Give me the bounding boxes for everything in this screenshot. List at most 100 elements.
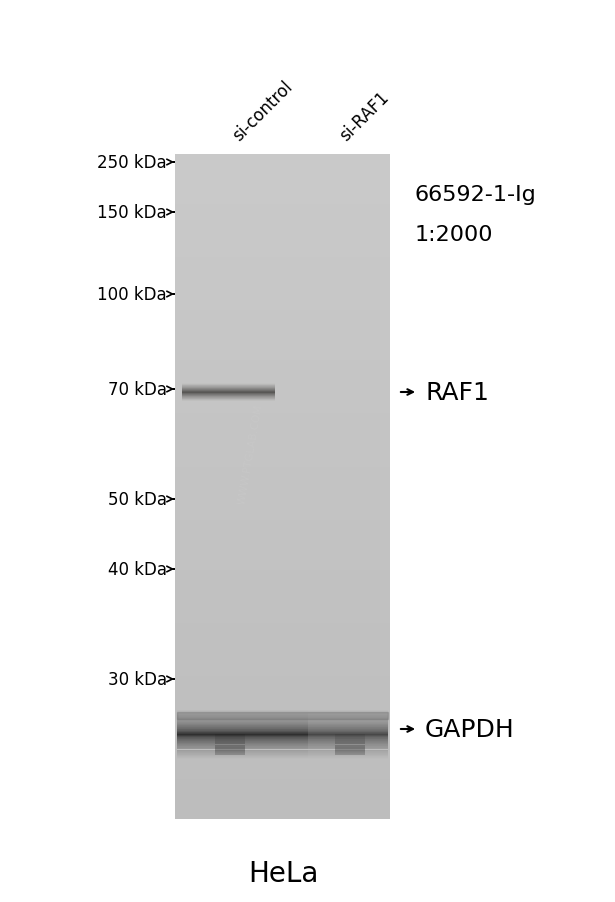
Bar bbox=[175, 384, 390, 388]
Bar bbox=[335, 750, 365, 751]
Bar bbox=[175, 314, 390, 318]
Bar bbox=[175, 301, 390, 305]
Bar bbox=[175, 228, 390, 232]
Bar bbox=[175, 414, 390, 418]
Bar bbox=[175, 730, 390, 733]
Bar bbox=[175, 404, 390, 408]
Bar bbox=[175, 783, 390, 787]
Text: 40 kDa: 40 kDa bbox=[108, 560, 167, 578]
Bar bbox=[175, 713, 390, 716]
Bar bbox=[175, 603, 390, 607]
Bar bbox=[175, 759, 390, 763]
Bar bbox=[175, 657, 390, 660]
Bar bbox=[175, 590, 390, 594]
Bar bbox=[175, 284, 390, 288]
Bar bbox=[175, 630, 390, 633]
Bar bbox=[215, 752, 245, 753]
Bar bbox=[175, 201, 390, 205]
Bar bbox=[175, 258, 390, 262]
Bar bbox=[175, 321, 390, 325]
Bar bbox=[175, 440, 390, 445]
Bar bbox=[175, 288, 390, 291]
Bar bbox=[175, 454, 390, 457]
Bar bbox=[175, 407, 390, 411]
Bar bbox=[175, 600, 390, 603]
Bar bbox=[175, 268, 390, 272]
Bar bbox=[175, 294, 390, 299]
Bar bbox=[335, 736, 365, 737]
Bar bbox=[175, 805, 390, 810]
Bar bbox=[175, 304, 390, 308]
Bar bbox=[175, 796, 390, 800]
Bar bbox=[175, 254, 390, 258]
Bar bbox=[175, 710, 390, 713]
Bar bbox=[175, 686, 390, 690]
Bar bbox=[175, 238, 390, 242]
Bar bbox=[175, 181, 390, 185]
Bar bbox=[175, 574, 390, 577]
Text: 150 kDa: 150 kDa bbox=[97, 204, 167, 222]
Bar bbox=[215, 740, 245, 741]
Bar bbox=[215, 746, 245, 747]
Bar bbox=[175, 673, 390, 676]
Bar bbox=[335, 735, 365, 736]
Text: WWW.PTGLAB.COM: WWW.PTGLAB.COM bbox=[237, 403, 264, 504]
Bar bbox=[175, 410, 390, 414]
Bar bbox=[175, 570, 390, 574]
Bar bbox=[175, 474, 390, 477]
Bar bbox=[335, 743, 365, 745]
Bar bbox=[175, 720, 390, 723]
Bar bbox=[175, 225, 390, 228]
Bar bbox=[175, 261, 390, 265]
Bar bbox=[175, 434, 390, 437]
Bar bbox=[175, 610, 390, 613]
Text: 66592-1-Ig: 66592-1-Ig bbox=[415, 185, 537, 205]
Bar bbox=[175, 580, 390, 584]
Bar bbox=[215, 751, 245, 752]
Bar bbox=[175, 523, 390, 528]
Bar bbox=[175, 371, 390, 374]
Bar bbox=[175, 308, 390, 311]
Bar bbox=[175, 530, 390, 534]
Bar bbox=[175, 211, 390, 215]
Bar bbox=[335, 740, 365, 741]
Bar bbox=[175, 195, 390, 198]
Bar bbox=[335, 737, 365, 739]
Bar bbox=[175, 756, 390, 759]
Bar bbox=[175, 354, 390, 358]
Bar bbox=[175, 298, 390, 301]
Bar bbox=[175, 467, 390, 471]
Bar bbox=[175, 188, 390, 192]
Bar bbox=[175, 165, 390, 169]
Bar bbox=[175, 659, 390, 664]
Bar bbox=[175, 740, 390, 743]
Bar bbox=[175, 334, 390, 338]
Bar bbox=[175, 497, 390, 501]
Bar bbox=[215, 741, 245, 742]
Bar bbox=[175, 347, 390, 351]
Bar bbox=[335, 741, 365, 742]
Bar bbox=[175, 171, 390, 175]
Bar bbox=[215, 748, 245, 749]
Bar bbox=[175, 786, 390, 789]
Bar bbox=[175, 387, 390, 391]
Bar bbox=[175, 689, 390, 694]
Bar bbox=[215, 743, 245, 745]
Bar bbox=[175, 357, 390, 361]
Bar bbox=[175, 813, 390, 816]
Bar bbox=[175, 594, 390, 597]
Bar bbox=[175, 576, 390, 581]
Bar bbox=[175, 564, 390, 567]
Bar bbox=[175, 477, 390, 481]
Bar bbox=[175, 773, 390, 777]
Bar bbox=[175, 726, 390, 730]
Bar bbox=[175, 706, 390, 710]
Bar bbox=[175, 520, 390, 524]
Bar bbox=[175, 736, 390, 740]
Bar bbox=[175, 606, 390, 611]
Bar bbox=[175, 799, 390, 803]
Text: 100 kDa: 100 kDa bbox=[97, 286, 167, 304]
Bar bbox=[335, 746, 365, 747]
Bar bbox=[175, 397, 390, 401]
Bar bbox=[175, 537, 390, 540]
